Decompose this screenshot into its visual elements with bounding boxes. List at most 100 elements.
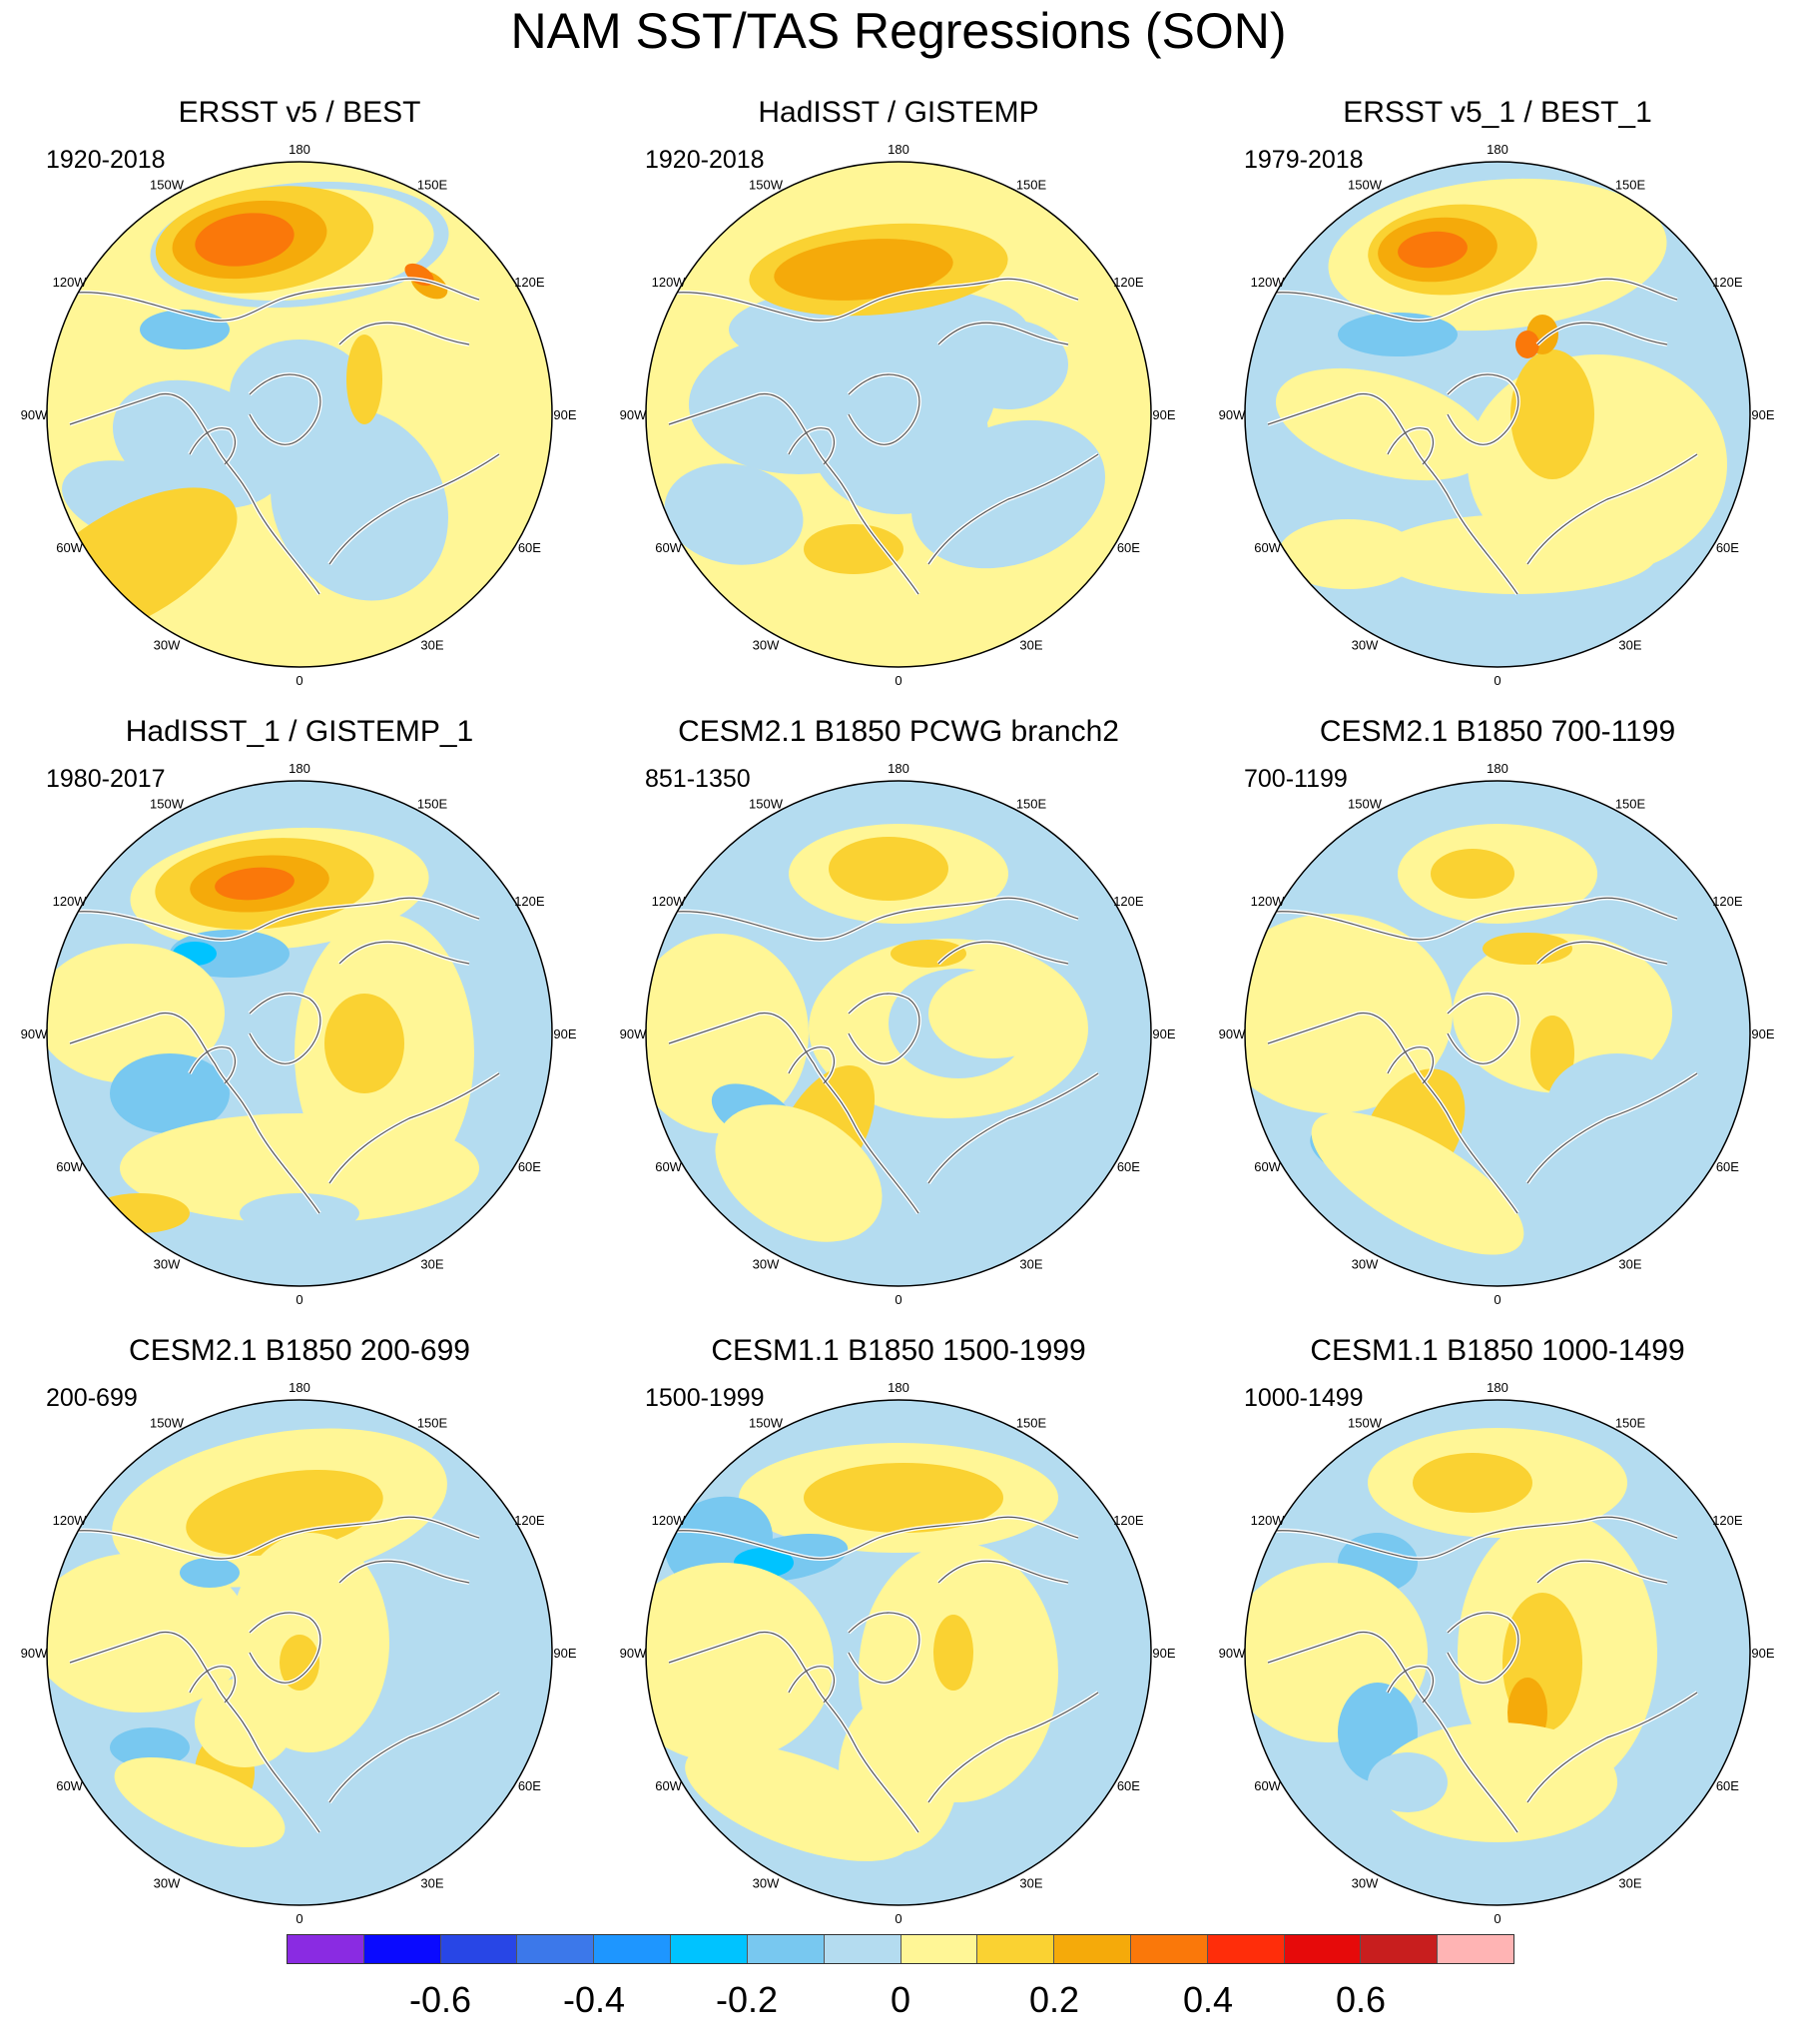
polar-stereographic-map: 180 150E 120E 90E 60E 30E 0 30W 60W 90W 120W 150W bbox=[1219, 142, 1775, 688]
longitude-label: 150W bbox=[749, 178, 784, 193]
longitude-label: 90E bbox=[1751, 1646, 1774, 1661]
panel-period: 700-1199 bbox=[1244, 765, 1348, 793]
longitude-label: 150W bbox=[1348, 1416, 1383, 1431]
longitude-label: 120E bbox=[1712, 1513, 1743, 1528]
colorbar-swatch bbox=[824, 1935, 901, 1963]
longitude-label: 120W bbox=[652, 275, 687, 290]
regression-field bbox=[1245, 1400, 1750, 1905]
anomaly-contour bbox=[180, 1558, 240, 1588]
regression-field bbox=[1245, 162, 1750, 667]
anomaly-contour bbox=[774, 239, 953, 301]
panel-period: 1920-2018 bbox=[46, 146, 166, 174]
colorbar-swatch bbox=[363, 1935, 441, 1963]
longitude-label: 120W bbox=[1251, 894, 1286, 909]
longitude-label: 120W bbox=[1251, 275, 1286, 290]
panel-period: 1979-2018 bbox=[1244, 146, 1364, 174]
anomaly-contour bbox=[933, 1615, 973, 1691]
longitude-label: 120E bbox=[1113, 894, 1144, 909]
longitude-label: 60W bbox=[56, 1778, 83, 1793]
panel-title: ERSST v5 / BEST bbox=[178, 96, 421, 129]
anomaly-contour bbox=[804, 1463, 1003, 1533]
anomaly-contour bbox=[140, 310, 230, 349]
anomaly-contour bbox=[1311, 1111, 1524, 1255]
longitude-label: 0 bbox=[296, 1911, 302, 1926]
longitude-label: 120E bbox=[1113, 1513, 1144, 1528]
regression-field bbox=[47, 781, 552, 1286]
panel-title: CESM2.1 B1850 700-1199 bbox=[1319, 715, 1676, 748]
longitude-label: 30E bbox=[420, 1256, 443, 1271]
colorbar-swatch bbox=[747, 1935, 825, 1963]
map-boundary bbox=[1244, 780, 1751, 1287]
longitude-label: 30E bbox=[1019, 1256, 1042, 1271]
longitude-label: 60E bbox=[518, 540, 541, 555]
longitude-label: 150W bbox=[150, 797, 185, 812]
colorbar-swatch bbox=[977, 1935, 1055, 1963]
longitude-label: 150W bbox=[150, 1416, 185, 1431]
longitude-label: 60E bbox=[1716, 1778, 1739, 1793]
anomaly-contour bbox=[685, 1743, 912, 1861]
anomaly-contour bbox=[646, 934, 809, 1133]
longitude-label: 90E bbox=[553, 1026, 576, 1041]
anomaly-contour bbox=[1483, 933, 1572, 965]
anomaly-contour bbox=[1413, 1453, 1532, 1513]
longitude-label: 150W bbox=[150, 178, 185, 193]
longitude-label: 60W bbox=[1254, 540, 1281, 555]
regression-field bbox=[47, 162, 552, 667]
map-panel: HadISST_1 / GISTEMP_1 1980-2017 180 150E 1… bbox=[0, 714, 599, 1333]
anomaly-contour bbox=[1378, 1722, 1617, 1842]
anomaly-contour bbox=[195, 213, 295, 267]
anomaly-contour bbox=[110, 1053, 230, 1133]
longitude-label: 90E bbox=[553, 1646, 576, 1661]
longitude-label: 150W bbox=[1348, 178, 1383, 193]
anomaly-contour bbox=[240, 1193, 359, 1233]
map-boundary bbox=[46, 780, 553, 1287]
longitude-label: 30E bbox=[420, 1875, 443, 1890]
colorbar-tick-label: 0.4 bbox=[1182, 1979, 1234, 2020]
anomaly-contour bbox=[664, 463, 804, 565]
longitude-label: 30W bbox=[1352, 1875, 1379, 1890]
panel-period: 851-1350 bbox=[645, 765, 751, 793]
polar-stereographic-map: 180 150E 120E 90E 60E 30E 0 30W 60W 90W 120W 150W bbox=[1219, 761, 1775, 1307]
longitude-label: 150E bbox=[1615, 797, 1646, 812]
longitude-label: 60W bbox=[655, 1159, 682, 1174]
anomaly-contour bbox=[170, 930, 290, 978]
longitude-labels: 180 150E 120E 90E 60E 30E 0 30W 60W 90W 120W 150W bbox=[21, 761, 577, 1307]
anomaly-contour bbox=[948, 320, 1068, 409]
longitude-label: 90W bbox=[1219, 1026, 1246, 1041]
longitude-label: 180 bbox=[1487, 761, 1508, 776]
anomaly-contour bbox=[215, 867, 295, 901]
longitude-labels: 180 150E 120E 90E 60E 30E 0 30W 60W 90W 120W 150W bbox=[620, 142, 1176, 688]
longitude-label: 90E bbox=[1152, 1026, 1175, 1041]
longitude-label: 120W bbox=[53, 1513, 88, 1528]
map-panel: CESM2.1 B1850 200-699 200-699 180 150E 120… bbox=[0, 1333, 599, 1952]
longitude-label: 90W bbox=[1219, 407, 1246, 422]
longitude-label: 30W bbox=[154, 1256, 181, 1271]
anomaly-contour bbox=[1278, 519, 1418, 589]
longitude-label: 0 bbox=[1494, 673, 1500, 688]
longitude-labels: 180 150E 120E 90E 60E 30E 0 30W 60W 90W 120W 150W bbox=[620, 1380, 1176, 1926]
panel-title: HadISST_1 / GISTEMP_1 bbox=[125, 715, 474, 748]
map-panel: HadISST / GISTEMP 1920-2018 180 150E 120E 9… bbox=[599, 95, 1198, 714]
longitude-label: 30E bbox=[420, 637, 443, 652]
panel-period: 200-699 bbox=[46, 1384, 138, 1412]
longitude-label: 120E bbox=[1712, 275, 1743, 290]
anomaly-contour bbox=[47, 1553, 250, 1712]
longitude-label: 120E bbox=[1113, 275, 1144, 290]
coastlines-outline bbox=[1257, 897, 1698, 1214]
colorbar-tick-label: 0.6 bbox=[1335, 1979, 1387, 2020]
longitude-label: 0 bbox=[1494, 1292, 1500, 1307]
colorbar-swatch bbox=[900, 1935, 978, 1963]
colorbar-swatch bbox=[1284, 1935, 1362, 1963]
longitude-label: 60W bbox=[655, 540, 682, 555]
coastlines-outline bbox=[658, 897, 1099, 1214]
figure-title: NAM SST/TAS Regressions (SON) bbox=[510, 3, 1287, 59]
longitude-label: 120E bbox=[514, 1513, 545, 1528]
anomaly-contour bbox=[804, 524, 903, 574]
longitude-label: 120W bbox=[652, 894, 687, 909]
anomaly-contour bbox=[346, 335, 382, 424]
longitude-label: 90E bbox=[1751, 407, 1774, 422]
anomaly-contour bbox=[271, 407, 448, 601]
longitude-label: 30E bbox=[1618, 1256, 1641, 1271]
panel-title: CESM2.1 B1850 200-699 bbox=[129, 1334, 470, 1367]
colorbar-swatch bbox=[594, 1935, 672, 1963]
